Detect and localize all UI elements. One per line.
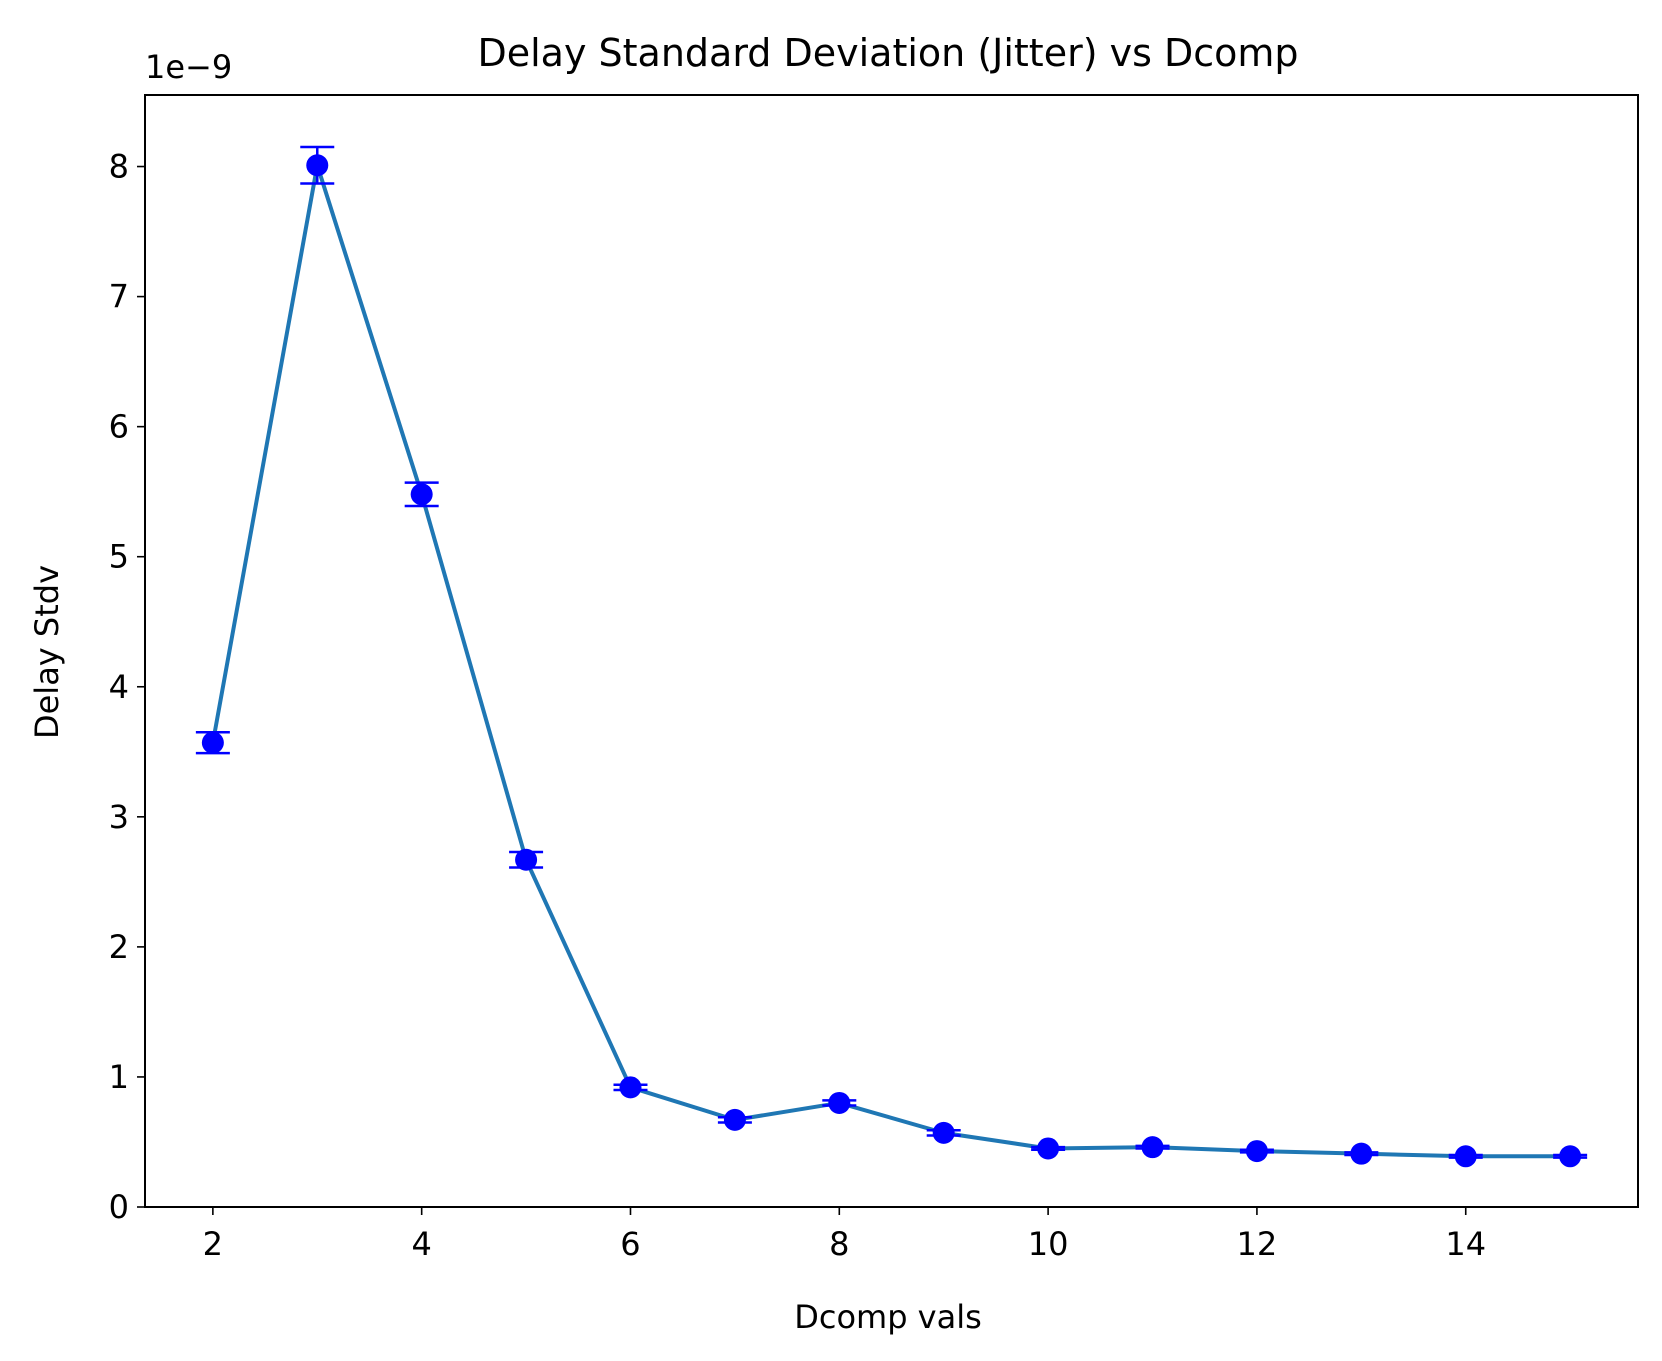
- data-point: [1559, 1145, 1582, 1168]
- data-point: [515, 848, 538, 871]
- y-tick-label: 2: [109, 928, 129, 966]
- y-offset-label: 1e−9: [145, 48, 232, 86]
- y-axis-label: Delay Stdv: [28, 565, 66, 739]
- data-point: [619, 1076, 642, 1099]
- data-point: [723, 1108, 746, 1131]
- y-tick-label: 3: [109, 798, 129, 836]
- series-line: [210, 163, 1571, 1159]
- data-point: [1245, 1140, 1268, 1163]
- y-tick-label: 4: [109, 668, 129, 706]
- axes-frame: [144, 94, 1639, 1208]
- y-tick-label: 0: [109, 1188, 129, 1226]
- data-point: [1141, 1136, 1164, 1159]
- x-axis-label: Dcomp vals: [794, 1298, 982, 1336]
- y-tick-label: 7: [109, 278, 129, 316]
- y-tick-label: 6: [109, 408, 129, 446]
- y-tick-label: 5: [109, 538, 129, 576]
- y-tick-label: 1: [109, 1058, 129, 1096]
- data-point: [410, 483, 433, 506]
- x-tick-label: 4: [411, 1225, 431, 1263]
- data-point: [932, 1121, 955, 1144]
- x-tick-label: 12: [1237, 1225, 1278, 1263]
- x-tick-label: 14: [1445, 1225, 1486, 1263]
- x-tick-label: 6: [620, 1225, 640, 1263]
- data-point: [1350, 1142, 1373, 1165]
- x-tick-label: 8: [829, 1225, 849, 1263]
- data-point: [201, 731, 224, 754]
- x-tick-label: 10: [1028, 1225, 1069, 1263]
- data-point: [1454, 1145, 1477, 1168]
- y-tick-label: 8: [109, 148, 129, 186]
- data-point: [306, 154, 329, 177]
- data-point: [1037, 1137, 1060, 1160]
- x-tick-label: 2: [203, 1225, 223, 1263]
- data-point: [828, 1091, 851, 1114]
- chart-title: Delay Standard Deviation (Jitter) vs Dco…: [477, 31, 1298, 75]
